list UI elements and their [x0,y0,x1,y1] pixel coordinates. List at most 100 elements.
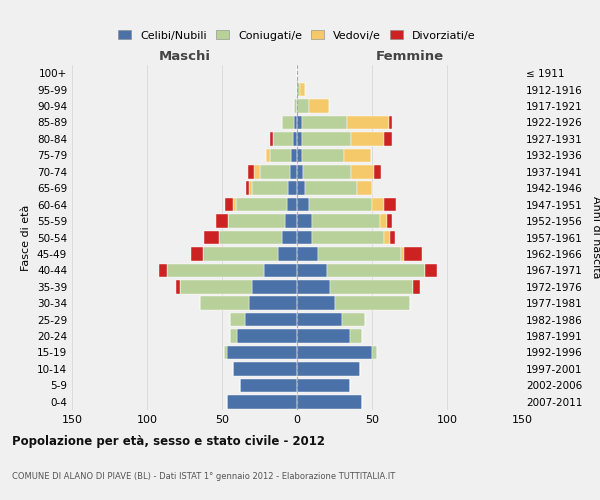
Bar [390,231,395,244]
Bar [252,280,297,293]
Bar [233,198,235,211]
Bar [347,116,389,129]
Bar [219,231,282,244]
Bar [277,247,297,260]
Bar [297,296,335,310]
Bar [309,198,372,211]
Bar [290,165,297,178]
Bar [229,313,245,326]
Bar [180,280,252,293]
Bar [204,231,219,244]
Bar [384,198,396,211]
Bar [159,264,167,277]
Bar [246,182,249,195]
Bar [203,247,277,260]
Bar [294,100,297,113]
Bar [233,362,297,376]
Bar [285,214,297,228]
Bar [389,116,392,129]
Bar [297,280,330,293]
Bar [335,296,409,310]
Bar [297,395,361,408]
Bar [351,165,373,178]
Bar [327,264,425,277]
Bar [254,165,260,178]
Bar [167,264,264,277]
Bar [303,165,351,178]
Bar [252,182,288,195]
Bar [249,182,252,195]
Bar [297,132,302,145]
Bar [343,148,371,162]
Bar [342,313,365,326]
Bar [249,296,297,310]
Y-axis label: Fasce di età: Fasce di età [22,204,31,270]
Bar [248,165,254,178]
Bar [312,214,380,228]
Bar [282,231,297,244]
Bar [305,182,357,195]
Bar [297,83,300,96]
Bar [245,313,297,326]
Bar [372,198,384,211]
Bar [380,214,387,228]
Bar [297,198,309,211]
Bar [297,182,305,195]
Bar [425,264,437,277]
Bar [176,280,180,293]
Bar [309,100,329,113]
Bar [297,264,327,277]
Bar [227,346,297,359]
Bar [225,198,233,211]
Bar [265,148,270,162]
Bar [291,148,297,162]
Bar [302,148,343,162]
Legend: Celibi/Nubili, Coniugati/e, Vedovi/e, Divorziati/e: Celibi/Nubili, Coniugati/e, Vedovi/e, Di… [114,26,480,45]
Bar [413,280,420,293]
Bar [264,264,297,277]
Bar [373,165,381,178]
Bar [288,182,297,195]
Bar [312,231,384,244]
Bar [282,116,294,129]
Bar [199,296,249,310]
Bar [191,247,203,260]
Y-axis label: Anni di nascita: Anni di nascita [591,196,600,279]
Text: Maschi: Maschi [158,50,211,64]
Bar [228,214,285,228]
Bar [297,247,318,260]
Bar [297,100,309,113]
Bar [297,231,312,244]
Bar [297,330,349,343]
Bar [297,362,360,376]
Bar [357,182,372,195]
Bar [351,132,384,145]
Bar [216,214,228,228]
Bar [223,346,227,359]
Bar [297,214,312,228]
Text: COMUNE DI ALANO DI PIAVE (BL) - Dati ISTAT 1° gennaio 2012 - Elaborazione TUTTIT: COMUNE DI ALANO DI PIAVE (BL) - Dati IST… [12,472,395,481]
Bar [318,247,401,260]
Bar [237,330,297,343]
Bar [297,165,303,178]
Bar [294,116,297,129]
Bar [384,132,392,145]
Bar [273,132,293,145]
Bar [302,116,347,129]
Bar [297,313,342,326]
Bar [240,378,297,392]
Bar [260,165,290,178]
Bar [270,132,273,145]
Bar [227,395,297,408]
Bar [270,148,291,162]
Bar [387,214,392,228]
Bar [372,346,377,359]
Text: Femmine: Femmine [376,50,443,64]
Bar [300,83,305,96]
Bar [404,247,421,260]
Bar [297,378,349,392]
Bar [401,247,404,260]
Bar [384,231,390,244]
Bar [235,198,287,211]
Bar [297,116,302,129]
